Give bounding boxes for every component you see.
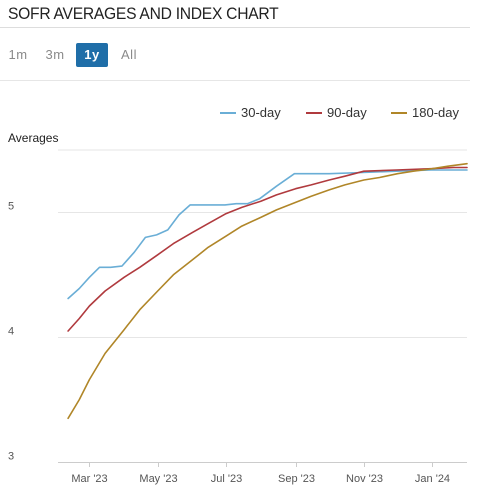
legend-swatch-90-day xyxy=(306,111,322,114)
x-tick-label: Sep '23 xyxy=(278,473,315,485)
y-tick-label: 3 xyxy=(8,451,14,463)
legend-label-180-day: 180-day xyxy=(412,105,459,120)
title-divider xyxy=(0,27,470,28)
x-tick-label: Nov '23 xyxy=(346,473,383,485)
legend-label-90-day: 90-day xyxy=(327,105,367,120)
series-line-180-day xyxy=(67,162,468,420)
legend-item-30-day[interactable]: 30-day xyxy=(220,104,281,122)
legend-item-90-day[interactable]: 90-day xyxy=(306,104,367,122)
legend-item-180-day[interactable]: 180-day xyxy=(391,104,459,122)
series-line-30-day xyxy=(67,169,468,300)
tab-3m[interactable]: 3m xyxy=(45,47,65,62)
y-axis-title: Averages xyxy=(8,131,59,145)
tabs-divider xyxy=(0,80,470,81)
x-tick-label: Jan '24 xyxy=(415,473,450,485)
x-tick-label: May '23 xyxy=(139,473,177,485)
chart-legend: 30-day 90-day 180-day xyxy=(0,104,477,122)
x-tick-label: Jul '23 xyxy=(211,473,242,485)
legend-label-30-day: 30-day xyxy=(241,105,281,120)
tab-1y[interactable]: 1y xyxy=(76,43,108,67)
legend-swatch-180-day xyxy=(391,111,407,114)
tab-all[interactable]: All xyxy=(121,47,137,62)
y-tick-label: 4 xyxy=(8,326,14,338)
page-title: SOFR AVERAGES AND INDEX CHART xyxy=(8,4,279,23)
tab-1m[interactable]: 1m xyxy=(8,47,28,62)
x-tick-label: Mar '23 xyxy=(71,473,107,485)
y-tick-label: 5 xyxy=(8,201,14,213)
series-line-90-day xyxy=(67,166,468,332)
legend-swatch-30-day xyxy=(220,111,236,114)
